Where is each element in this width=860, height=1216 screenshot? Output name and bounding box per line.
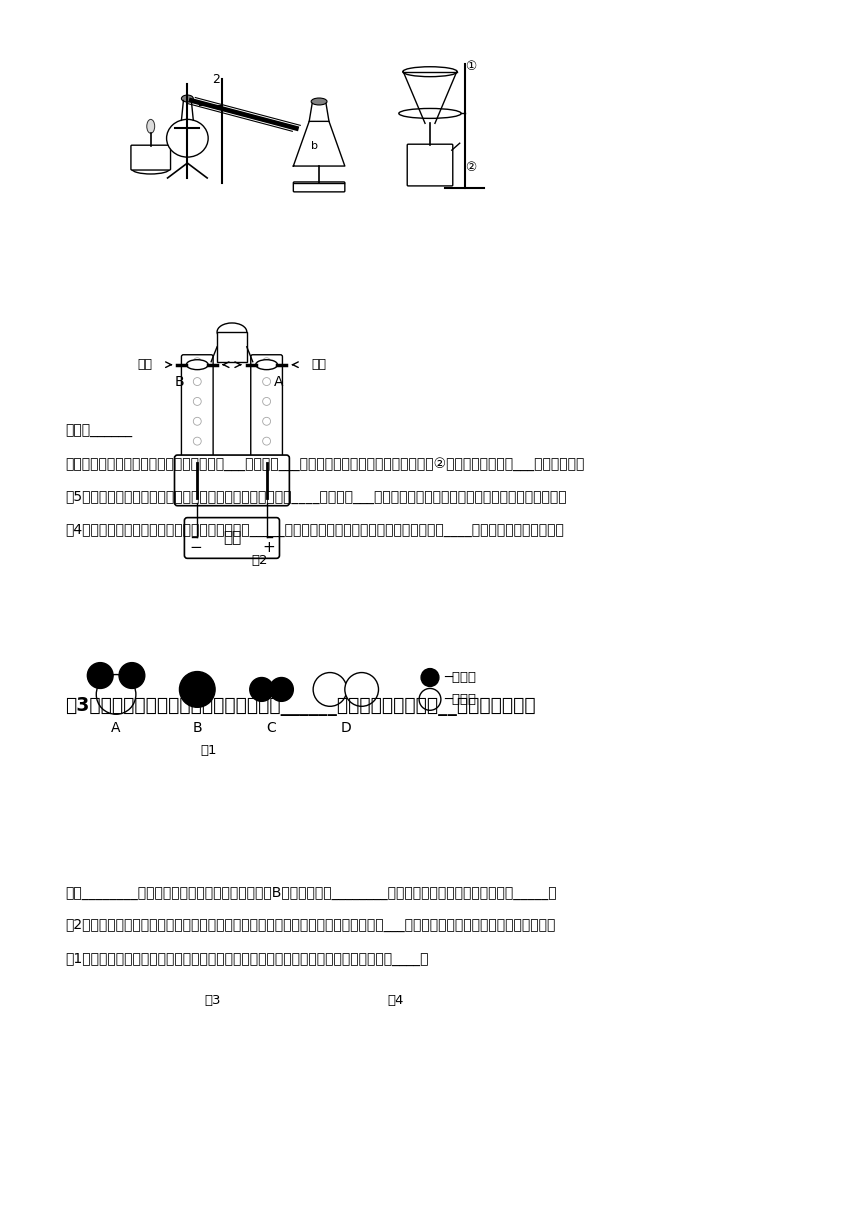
Text: +: + xyxy=(262,540,275,554)
Text: 图2: 图2 xyxy=(251,553,268,567)
FancyBboxPatch shape xyxy=(175,455,289,506)
Ellipse shape xyxy=(311,98,327,105)
Text: ─氧原子: ─氧原子 xyxy=(444,693,476,705)
Text: （4）知道水有硬水和软水之分，硬水是含有较多_____的水，常饮用硬水不利于健康，家庭中常用____的方法来降低水的硬度．: （4）知道水有硬水和软水之分，硬水是含有较多_____的水，常饮用硬水不利于健康… xyxy=(65,523,564,537)
Text: （5）了解水的净化方法．除去水中不溶性物质常用的方法是____，上图中___填序号）是对应装置图；吸附水中的色素和异味常用: （5）了解水的净化方法．除去水中不溶性物质常用的方法是____，上图中___填序… xyxy=(65,490,567,503)
FancyBboxPatch shape xyxy=(408,145,452,186)
Text: 异是________，用燃着的木条在玻璃管尖嘴口检验B气体，现象是________，请写出水中通直流电的文字表达_____．: 异是________，用燃着的木条在玻璃管尖嘴口检验B气体，现象是_______… xyxy=(65,885,557,900)
Text: 要靠在______: 要靠在______ xyxy=(65,424,132,439)
Circle shape xyxy=(194,438,201,445)
Circle shape xyxy=(262,398,271,405)
Text: 活塞: 活塞 xyxy=(138,359,153,371)
Circle shape xyxy=(194,378,201,385)
Circle shape xyxy=(345,672,378,706)
Text: 图4: 图4 xyxy=(388,995,404,1007)
Ellipse shape xyxy=(255,360,278,370)
Circle shape xyxy=(262,417,271,426)
Text: （3）知道了水的微观结构．一个水分子由______构成，可用如图中的__表示（填序号）: （3）知道了水的微观结构．一个水分子由______构成，可用如图中的__表示（填… xyxy=(65,697,536,716)
Text: 电源: 电源 xyxy=(223,530,241,545)
Text: （1）水资源是宝贵的，我们一定要节约用水，请举出在家庭生活中节约用水的一种方法____．: （1）水资源是宝贵的，我们一定要节约用水，请举出在家庭生活中节约用水的一种方法_… xyxy=(65,952,429,967)
FancyBboxPatch shape xyxy=(131,145,170,170)
Circle shape xyxy=(249,677,273,702)
Circle shape xyxy=(119,663,144,688)
Circle shape xyxy=(96,675,136,714)
Polygon shape xyxy=(293,122,345,167)
FancyBboxPatch shape xyxy=(251,355,282,488)
Text: C: C xyxy=(267,721,276,736)
Ellipse shape xyxy=(187,360,208,370)
Circle shape xyxy=(419,688,441,710)
Text: ②: ② xyxy=(464,161,476,174)
Text: ，在实验室中，将天然水变成纯水的方法是___，上图中___填序号）是对应装置图，在如图中，②所指的仪器名称为___，玻璃棒末端: ，在实验室中，将天然水变成纯水的方法是___，上图中___填序号）是对应装置图，… xyxy=(65,457,585,471)
Circle shape xyxy=(194,358,201,366)
FancyBboxPatch shape xyxy=(184,518,280,558)
Text: A: A xyxy=(273,375,283,389)
Circle shape xyxy=(180,671,215,708)
Text: 活塞: 活塞 xyxy=(311,359,326,371)
Circle shape xyxy=(269,677,293,702)
Ellipse shape xyxy=(132,164,169,174)
Ellipse shape xyxy=(167,119,208,157)
FancyBboxPatch shape xyxy=(181,355,213,488)
Text: 图1: 图1 xyxy=(200,744,217,758)
Text: −: − xyxy=(189,540,202,554)
Text: ①: ① xyxy=(464,61,476,73)
Text: （2）水通电可以发生分解反应，如图是水电解实验装置，通电后可观察到两电极附近___，电解一段时间后，两玻璃管中的现象差: （2）水通电可以发生分解反应，如图是水电解实验装置，通电后可观察到两电极附近__… xyxy=(65,918,556,933)
Polygon shape xyxy=(403,72,457,123)
Text: 2: 2 xyxy=(212,73,220,85)
Text: B: B xyxy=(175,375,184,389)
Text: A: A xyxy=(111,721,120,736)
Ellipse shape xyxy=(402,67,458,77)
Circle shape xyxy=(88,663,114,688)
Circle shape xyxy=(421,669,439,687)
FancyBboxPatch shape xyxy=(217,332,247,361)
Circle shape xyxy=(262,378,271,385)
Ellipse shape xyxy=(147,119,155,134)
Ellipse shape xyxy=(217,323,247,340)
Text: D: D xyxy=(341,721,351,736)
Text: 图3: 图3 xyxy=(205,995,221,1007)
Ellipse shape xyxy=(181,95,194,102)
Text: b: b xyxy=(310,141,317,151)
FancyBboxPatch shape xyxy=(293,182,345,192)
Text: ─氢原子: ─氢原子 xyxy=(444,671,476,685)
Circle shape xyxy=(262,438,271,445)
Circle shape xyxy=(313,672,347,706)
Circle shape xyxy=(262,358,271,366)
Text: B: B xyxy=(193,721,202,736)
Circle shape xyxy=(194,417,201,426)
Circle shape xyxy=(194,398,201,405)
